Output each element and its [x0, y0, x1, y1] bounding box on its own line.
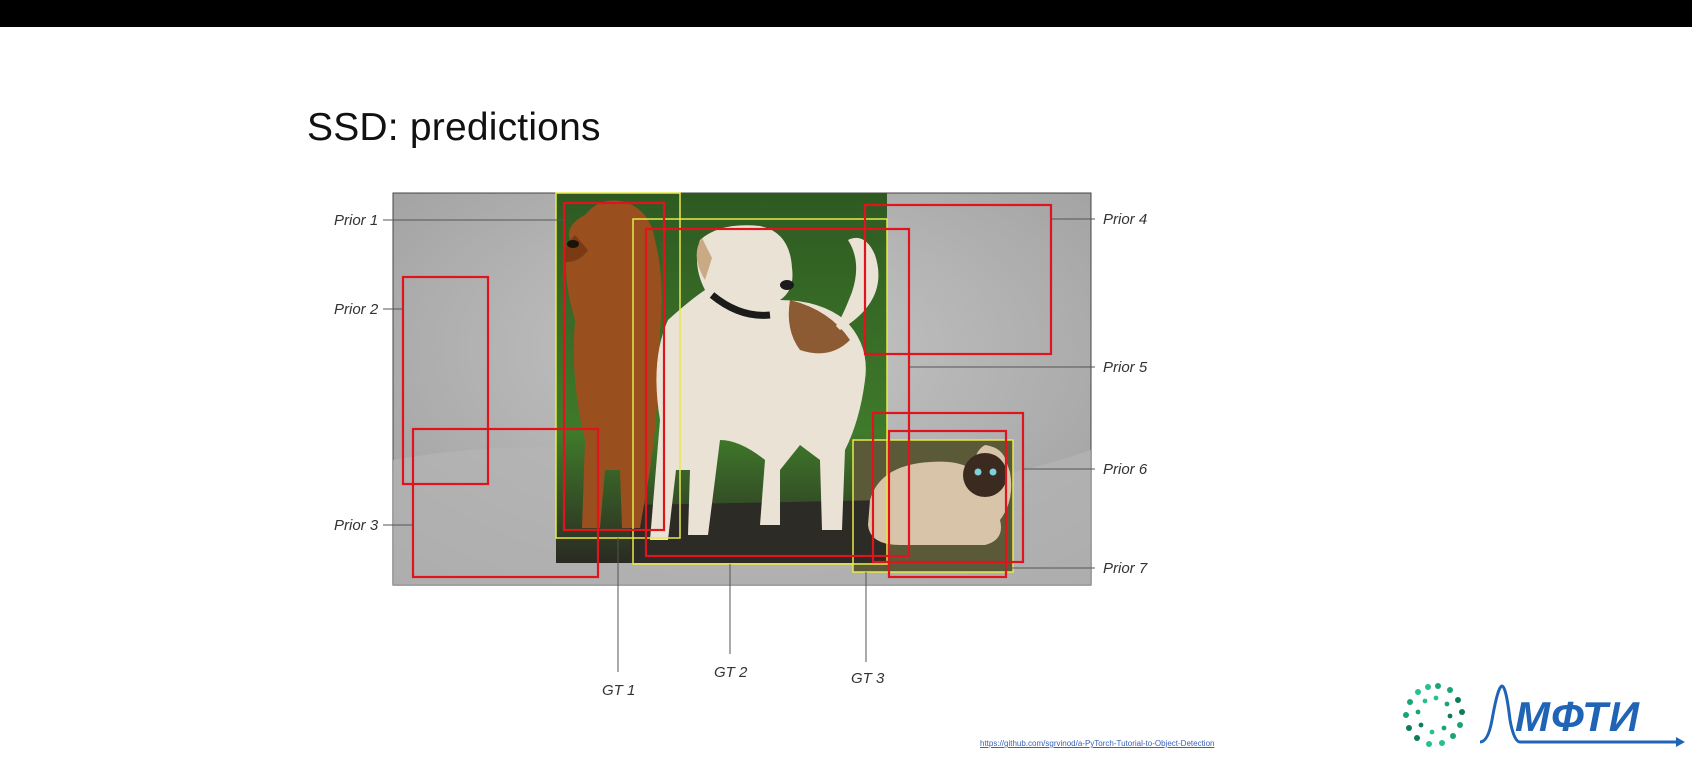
prior-box-6 [871, 411, 1025, 564]
gt-box-3 [852, 439, 1014, 573]
gt-label-2: GT 2 [714, 664, 748, 681]
prior-label-6: Prior 6 [1103, 461, 1148, 478]
prior-label-3: Prior 3 [334, 517, 379, 534]
mipt-logo [1403, 683, 1685, 747]
prior-box-5 [644, 227, 911, 558]
prior-box-7 [887, 429, 1008, 579]
prior-label-7: Prior 7 [1103, 560, 1148, 577]
top-bar [0, 0, 1692, 27]
leader-lines [383, 218, 1095, 672]
dog-2-illustration [650, 225, 879, 541]
slide-title: SSD: predictions [307, 106, 601, 149]
prior-label-5: Prior 5 [1103, 359, 1148, 376]
dog-1-illustration [564, 200, 662, 528]
cat-illustration [868, 445, 1012, 545]
source-link[interactable]: https://github.com/sgrvinod/a-PyTorch-Tu… [980, 739, 1215, 748]
logo-text: МФТИ [1515, 693, 1640, 740]
gt-label-3: GT 3 [851, 670, 885, 687]
prior-boxes [401, 201, 1053, 579]
prior-box-1 [562, 201, 666, 532]
logo-wave-icon [1479, 684, 1682, 744]
prior-box-4 [863, 203, 1053, 356]
prior-box-2 [401, 275, 490, 486]
prior-box-3 [411, 427, 600, 579]
prior-label-1: Prior 1 [334, 212, 378, 229]
gt-label-1: GT 1 [602, 682, 635, 699]
logo-dots-icon [1403, 683, 1465, 747]
prior-label-4: Prior 4 [1103, 211, 1147, 228]
prior-label-2: Prior 2 [334, 301, 379, 318]
gt-box-2 [632, 218, 888, 565]
